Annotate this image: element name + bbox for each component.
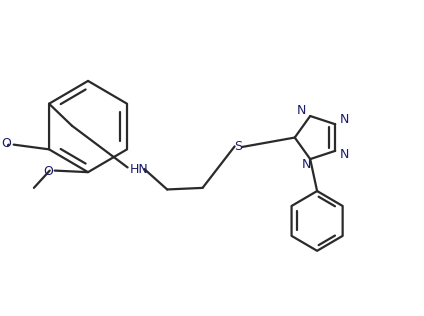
Text: N: N (340, 113, 349, 126)
Text: HN: HN (130, 162, 148, 175)
Text: S: S (234, 141, 242, 154)
Text: O: O (2, 137, 11, 150)
Text: N: N (340, 148, 349, 161)
Text: N: N (297, 104, 307, 117)
Text: N: N (301, 158, 311, 171)
Text: O: O (43, 165, 53, 178)
